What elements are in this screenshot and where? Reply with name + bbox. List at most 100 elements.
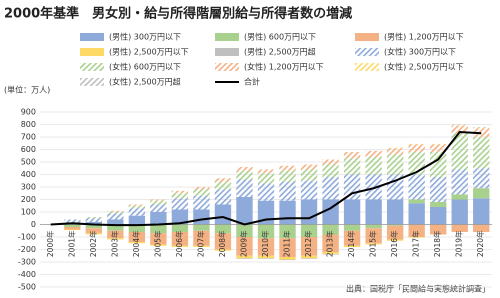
y-tick-label: 700 — [21, 133, 36, 142]
bar-segment — [150, 204, 167, 212]
bar-segment — [343, 230, 361, 246]
bar-segment — [322, 234, 339, 252]
bar-segment — [171, 224, 189, 232]
x-tick-label: 2000年 — [45, 230, 55, 257]
bar-segment — [128, 205, 146, 209]
bar-segment — [193, 224, 210, 231]
bar-segment — [451, 194, 468, 200]
bar-segment — [451, 199, 468, 225]
bar-segment — [214, 204, 232, 225]
bar-segment — [408, 144, 425, 152]
bar-segment — [430, 152, 447, 177]
bar-segment — [473, 224, 490, 232]
bar-segment — [386, 239, 404, 241]
bar-segment — [430, 207, 447, 225]
y-tick-label: 300 — [21, 183, 36, 192]
legend-swatch — [215, 63, 239, 71]
bar-segment — [64, 219, 81, 224]
bar-segment — [150, 212, 167, 225]
legend-label: 合計 — [244, 77, 260, 87]
bar-segment — [214, 182, 232, 190]
bar-segment — [408, 224, 425, 237]
y-tick-label: -500 — [18, 283, 36, 292]
bar-segment — [236, 167, 253, 171]
bar-segment — [386, 224, 404, 226]
bar-segment — [279, 182, 296, 201]
y-tick-label: 400 — [21, 170, 36, 179]
bar-segment — [473, 137, 490, 169]
bar-segment — [150, 200, 167, 205]
bar-segment — [257, 258, 275, 259]
bar-segment — [300, 255, 318, 259]
bar-segment — [365, 150, 382, 157]
x-tick-label: 2017年 — [411, 230, 421, 257]
bar-segment — [214, 233, 232, 250]
bar-segment — [128, 208, 146, 216]
bar-segment — [343, 152, 361, 159]
bar-segment — [64, 227, 81, 230]
bar-segment — [214, 189, 232, 205]
legend-swatch — [355, 63, 379, 71]
bar-segment — [279, 238, 296, 257]
bar-segment — [343, 158, 361, 175]
legend-swatch — [80, 33, 104, 41]
x-tick-label: 2002年 — [88, 230, 98, 257]
bar-segment — [386, 174, 404, 200]
bar-segment — [451, 133, 468, 170]
bar-segment — [236, 170, 253, 180]
bar-segment — [365, 157, 382, 175]
bar-segment — [430, 224, 447, 235]
bar-segment — [128, 204, 146, 206]
x-tick-label: 2014年 — [346, 230, 356, 257]
bar-segment — [107, 238, 124, 240]
legend-label: (女性) 2,500万円以下 — [384, 62, 464, 72]
bar-segment — [322, 252, 339, 254]
bar-segment — [236, 255, 253, 259]
bar-segment — [193, 195, 210, 210]
bar-segment — [193, 187, 210, 190]
bar-segment — [322, 253, 339, 255]
x-tick-label: 2006年 — [174, 230, 184, 257]
total-line — [50, 130, 482, 227]
bar-segment — [300, 237, 318, 256]
bar-segment — [451, 125, 468, 126]
x-tick-label: 2010年 — [260, 230, 270, 257]
x-tick-label: 2001年 — [66, 230, 76, 257]
bar-segment — [85, 228, 102, 234]
y-tick-label: 0 — [31, 220, 36, 229]
legend-label: (男性) 600万円以下 — [244, 32, 316, 42]
bar-segment — [343, 224, 361, 231]
bar-segment — [451, 124, 468, 126]
y-tick-label: -200 — [18, 245, 36, 254]
bar-segment — [193, 189, 210, 196]
bar-segment — [279, 170, 296, 182]
bar-segment — [107, 224, 124, 231]
unit-label: (単位：万人) — [4, 85, 50, 95]
legend-label: (女性) 1,200万円以下 — [244, 62, 324, 72]
bar-segment — [107, 212, 124, 214]
x-tick-label: 2016年 — [389, 230, 399, 257]
legend-swatch — [80, 63, 104, 71]
bar-segment — [408, 237, 425, 238]
bar-segment — [107, 213, 124, 220]
bar-segment — [236, 197, 253, 225]
bar-segment — [236, 258, 253, 259]
bar-segment — [300, 199, 318, 225]
bar-segment — [300, 224, 318, 237]
y-tick-label: 900 — [21, 108, 36, 117]
legend-swatch — [215, 48, 239, 56]
bar-segment — [451, 224, 468, 232]
y-tick-label: 200 — [21, 195, 36, 204]
bar-segment — [300, 258, 318, 259]
bar-segment — [257, 183, 275, 201]
legend-label: (男性) 300万円以下 — [109, 32, 181, 42]
bar-segment — [386, 148, 404, 155]
bar-segment — [236, 237, 253, 256]
y-tick-label: -300 — [18, 258, 36, 267]
bar-segment — [171, 198, 189, 210]
bar-segment — [473, 188, 490, 199]
legend-label: (男性) 2,500万円超 — [244, 47, 316, 57]
bar-segment — [473, 168, 490, 189]
x-tick-label: 2008年 — [217, 230, 227, 257]
bar-segment — [171, 245, 189, 247]
